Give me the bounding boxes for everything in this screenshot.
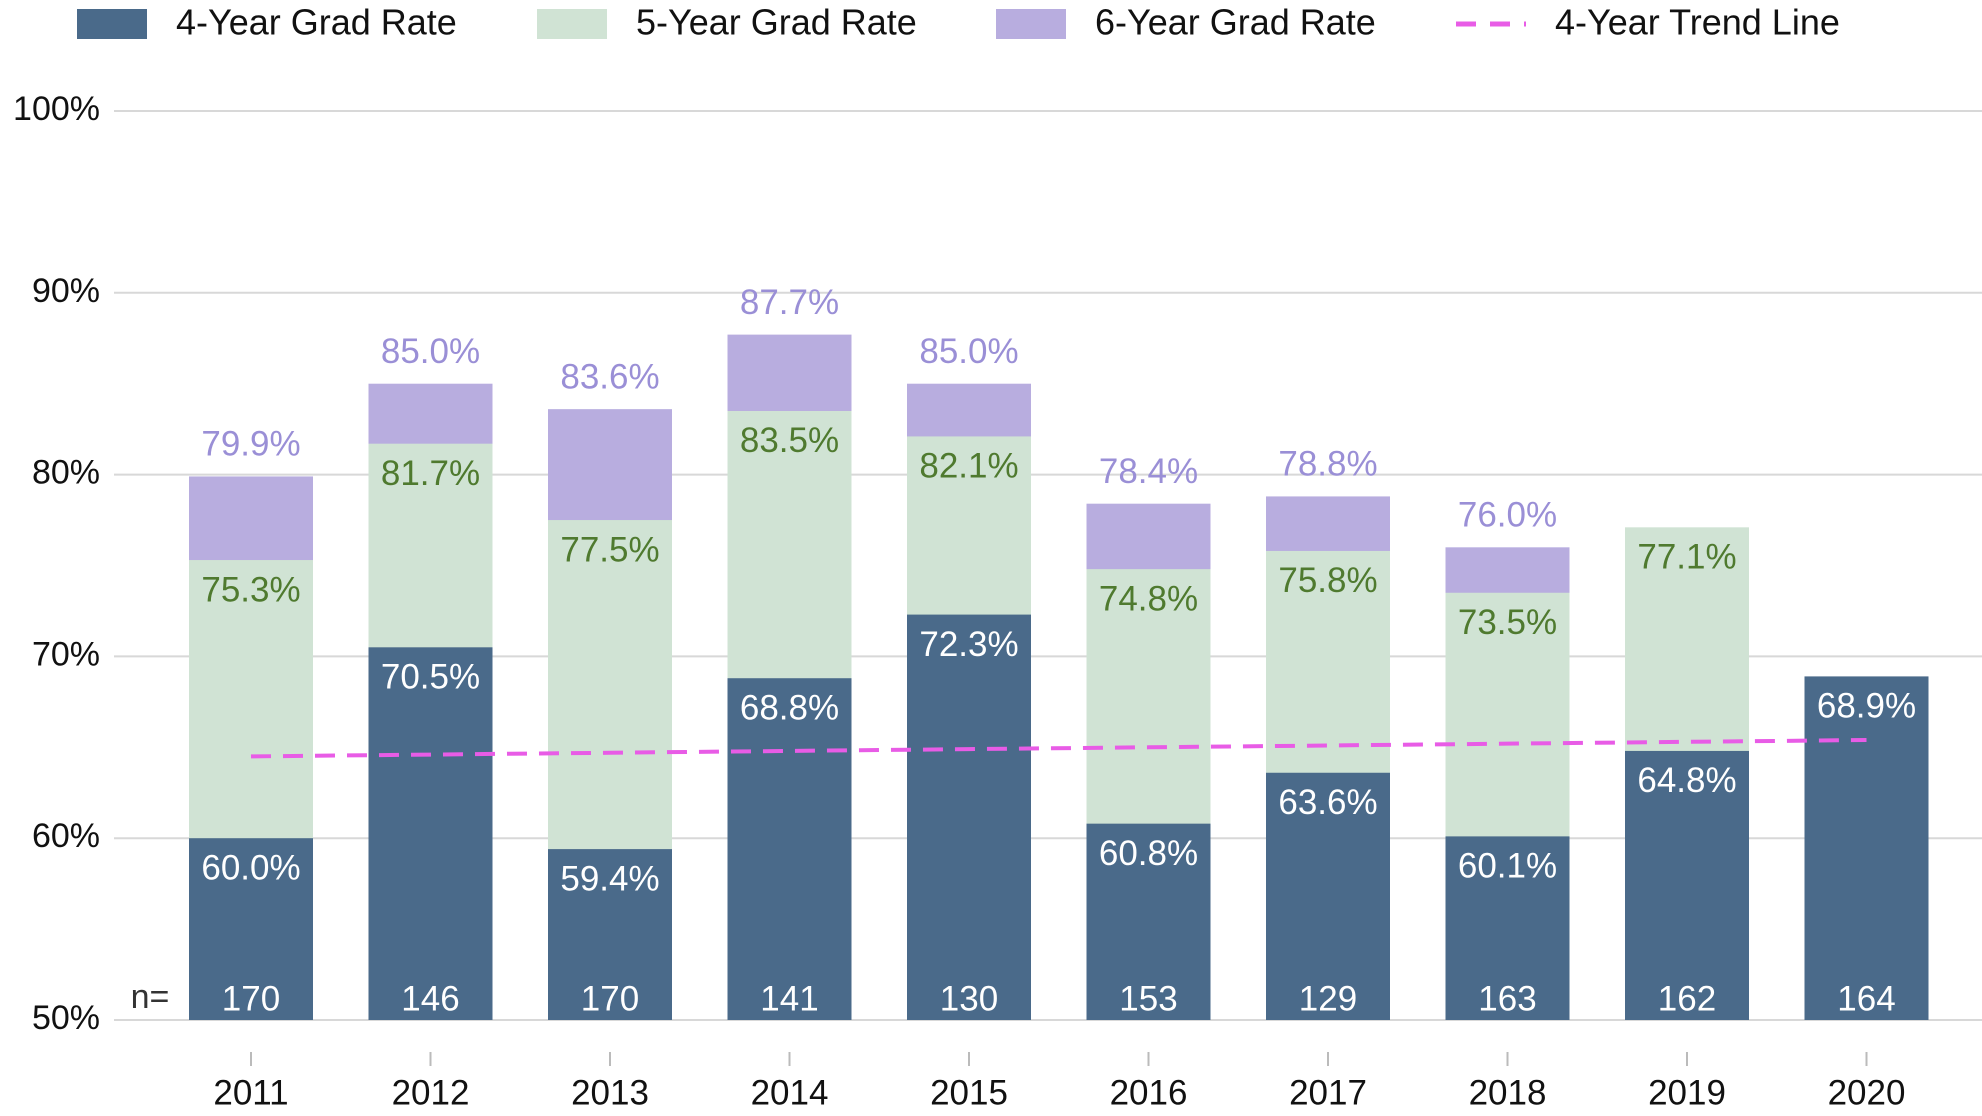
value-label: 59.4% (560, 859, 659, 898)
bar (1266, 772, 1390, 1020)
bar (548, 849, 672, 1020)
y-tick-label: 80% (32, 454, 100, 492)
x-tick-label: 2014 (751, 1073, 829, 1112)
bar (1086, 823, 1211, 1020)
x-tick-label: 2020 (1828, 1073, 1906, 1112)
x-tick-label: 2019 (1648, 1073, 1726, 1112)
x-tick-label: 2017 (1289, 1073, 1367, 1112)
n-value: 162 (1658, 979, 1716, 1018)
n-label: n= (131, 978, 170, 1016)
x-tick-label: 2018 (1469, 1073, 1547, 1112)
y-tick-label: 90% (32, 272, 100, 310)
x-tick-label: 2013 (571, 1073, 649, 1112)
legend-swatch (996, 9, 1066, 39)
y-tick-label: 70% (32, 635, 100, 673)
value-label: 60.0% (201, 848, 300, 887)
x-tick-label: 2015 (930, 1073, 1008, 1112)
value-label: 73.5% (1458, 603, 1557, 642)
legend-label: 4-Year Grad Rate (176, 2, 457, 43)
value-label: 68.9% (1817, 687, 1916, 726)
n-value: 164 (1837, 979, 1895, 1018)
y-tick-label: 50% (32, 999, 100, 1037)
value-label: 77.1% (1637, 538, 1736, 577)
n-value: 170 (581, 979, 639, 1018)
legend-swatch (537, 9, 607, 39)
value-label: 85.0% (919, 332, 1018, 371)
value-label: 72.3% (919, 625, 1018, 664)
y-tick-label: 100% (13, 90, 100, 128)
x-tick-label: 2011 (213, 1073, 288, 1112)
legend-label: 6-Year Grad Rate (1095, 2, 1376, 43)
n-value: 129 (1299, 979, 1357, 1018)
value-label: 79.9% (201, 425, 300, 464)
bar (189, 838, 313, 1020)
bar (727, 678, 852, 1020)
bar (1804, 676, 1929, 1020)
n-value: 153 (1119, 979, 1177, 1018)
bar (368, 647, 493, 1020)
legend-swatch (77, 9, 147, 39)
bar (1445, 836, 1570, 1020)
n-value: 170 (222, 979, 280, 1018)
value-label: 76.0% (1458, 496, 1557, 535)
value-label: 82.1% (919, 447, 1018, 486)
x-tick-label: 2012 (392, 1073, 470, 1112)
value-label: 68.8% (740, 688, 839, 727)
value-label: 70.5% (381, 658, 480, 697)
value-label: 77.5% (560, 530, 659, 569)
legend-label: 5-Year Grad Rate (636, 2, 917, 43)
value-label: 60.1% (1458, 847, 1557, 886)
x-tick-label: 2016 (1110, 1073, 1188, 1112)
n-value: 163 (1478, 979, 1536, 1018)
value-label: 75.8% (1278, 561, 1377, 600)
value-label: 63.6% (1278, 783, 1377, 822)
value-label: 75.3% (201, 570, 300, 609)
value-label: 74.8% (1099, 579, 1198, 618)
legend-label: 4-Year Trend Line (1555, 2, 1840, 43)
value-label: 83.5% (740, 421, 839, 460)
value-label: 83.6% (560, 357, 659, 396)
bar (1625, 750, 1749, 1020)
value-label: 78.8% (1278, 445, 1377, 484)
value-label: 78.4% (1099, 452, 1198, 491)
n-value: 141 (760, 979, 818, 1018)
value-label: 64.8% (1637, 761, 1736, 800)
value-label: 81.7% (381, 454, 480, 493)
value-label: 85.0% (381, 332, 480, 371)
trend-line (250, 738, 1867, 759)
value-label: 87.7% (740, 283, 839, 322)
n-value: 130 (940, 979, 998, 1018)
value-label: 60.8% (1099, 834, 1198, 873)
y-tick-label: 60% (32, 817, 100, 855)
bar (907, 614, 1031, 1020)
n-value: 146 (401, 979, 459, 1018)
